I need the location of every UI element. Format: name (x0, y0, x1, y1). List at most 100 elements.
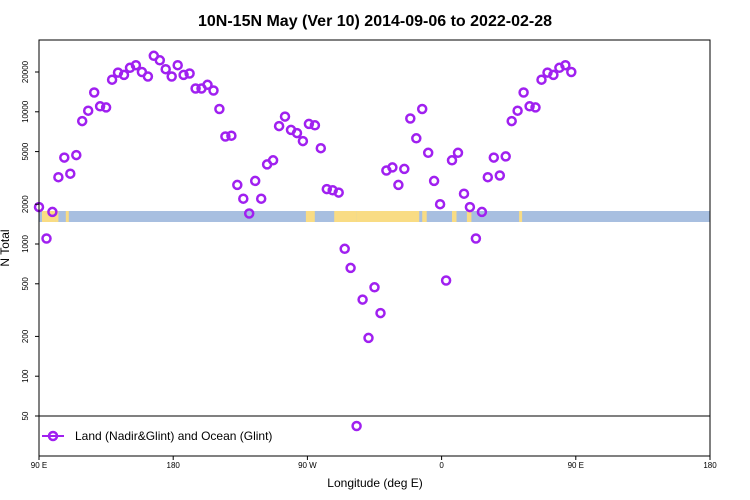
x-axis: 90 E 180 90 W 0 90 E 180 (31, 456, 717, 470)
data-points (33, 50, 577, 432)
x-tick-label: 90 E (31, 461, 47, 470)
y-tick-label: 100 (21, 369, 30, 383)
data-point (160, 63, 171, 75)
data-point (59, 152, 70, 163)
x-axis-label: Longitude (deg E) (327, 476, 422, 490)
legend-label: Land (Nadir&Glint) and Ocean (Glint) (75, 429, 272, 443)
data-point (470, 233, 482, 244)
data-point (166, 71, 177, 82)
data-point (154, 55, 166, 66)
chart-title: 10N-15N May (Ver 10) 2014-09-06 to 2022-… (198, 13, 552, 30)
data-point (518, 87, 529, 98)
land-patch (65, 211, 69, 222)
data-point (440, 275, 452, 286)
data-point (41, 233, 52, 244)
data-point (446, 155, 458, 166)
data-point (94, 101, 106, 112)
data-point (214, 103, 225, 115)
data-point (333, 187, 344, 198)
y-tick-label: 5000 (21, 142, 30, 160)
data-point (184, 68, 195, 79)
data-point (82, 105, 94, 116)
data-point (566, 66, 577, 78)
data-point (71, 149, 82, 161)
data-point (208, 85, 219, 96)
land-patch (466, 211, 472, 222)
land-patch (519, 211, 523, 222)
data-point (351, 420, 362, 432)
data-point (297, 135, 309, 147)
y-tick-label: 50 (21, 411, 30, 420)
legend-marker (47, 430, 59, 442)
data-point (255, 193, 267, 204)
data-point (118, 69, 130, 81)
data-point (416, 103, 428, 115)
y-tick-label: 200 (21, 329, 30, 343)
data-point (303, 118, 315, 130)
data-point (506, 115, 517, 127)
data-point (88, 87, 100, 98)
data-point (464, 201, 476, 213)
data-point (243, 208, 255, 219)
data-point (321, 183, 333, 195)
data-point (345, 262, 356, 274)
data-point (249, 175, 261, 187)
data-point (65, 168, 76, 179)
data-point (476, 206, 488, 218)
data-point (238, 193, 249, 204)
data-point (434, 198, 446, 210)
y-tick-label: 2000 (21, 195, 30, 213)
data-point (488, 152, 500, 163)
data-point (226, 130, 237, 141)
data-point (482, 171, 494, 183)
land-patch (334, 211, 357, 222)
data-point (178, 69, 189, 81)
data-point (142, 71, 154, 82)
data-point (53, 171, 64, 183)
data-point (512, 105, 523, 116)
data-point (393, 179, 404, 191)
data-point (530, 102, 541, 113)
x-tick-label: 0 (439, 461, 444, 470)
land-ocean-map-strip (39, 211, 710, 222)
land-patches (42, 211, 523, 222)
data-point (387, 162, 398, 173)
land-patch (452, 211, 457, 222)
data-point (500, 151, 511, 162)
data-point (411, 133, 422, 144)
data-point (202, 79, 213, 91)
data-point (291, 127, 303, 139)
data-point (190, 83, 201, 94)
data-point (232, 179, 243, 191)
plot-frame (38, 39, 711, 457)
data-point (106, 74, 118, 85)
x-tick-label: 180 (703, 461, 717, 470)
data-point (267, 155, 279, 166)
land-patch (42, 211, 56, 222)
data-point (100, 102, 112, 113)
data-point (220, 131, 231, 142)
data-point (405, 113, 416, 124)
land-patch (305, 211, 315, 222)
data-point (524, 101, 535, 112)
data-point (309, 120, 321, 131)
land-patch (55, 211, 59, 222)
y-tick-label: 20000 (21, 60, 30, 83)
land-patch (422, 211, 427, 222)
data-point (76, 115, 88, 127)
data-point (279, 111, 291, 122)
data-point (357, 294, 368, 305)
data-point (536, 74, 547, 85)
data-point (47, 206, 58, 218)
legend: Land (Nadir&Glint) and Ocean (Glint) (42, 429, 272, 443)
y-axis: 50 100 200 500 1000 2000 5000 10000 20000 (21, 60, 39, 420)
data-point (494, 170, 506, 181)
plot-area (33, 39, 711, 457)
data-point (339, 243, 350, 255)
data-point (428, 175, 440, 187)
data-point (315, 142, 327, 154)
y-tick-label: 500 (21, 277, 30, 291)
land-patch (356, 211, 420, 222)
data-point (369, 282, 380, 293)
